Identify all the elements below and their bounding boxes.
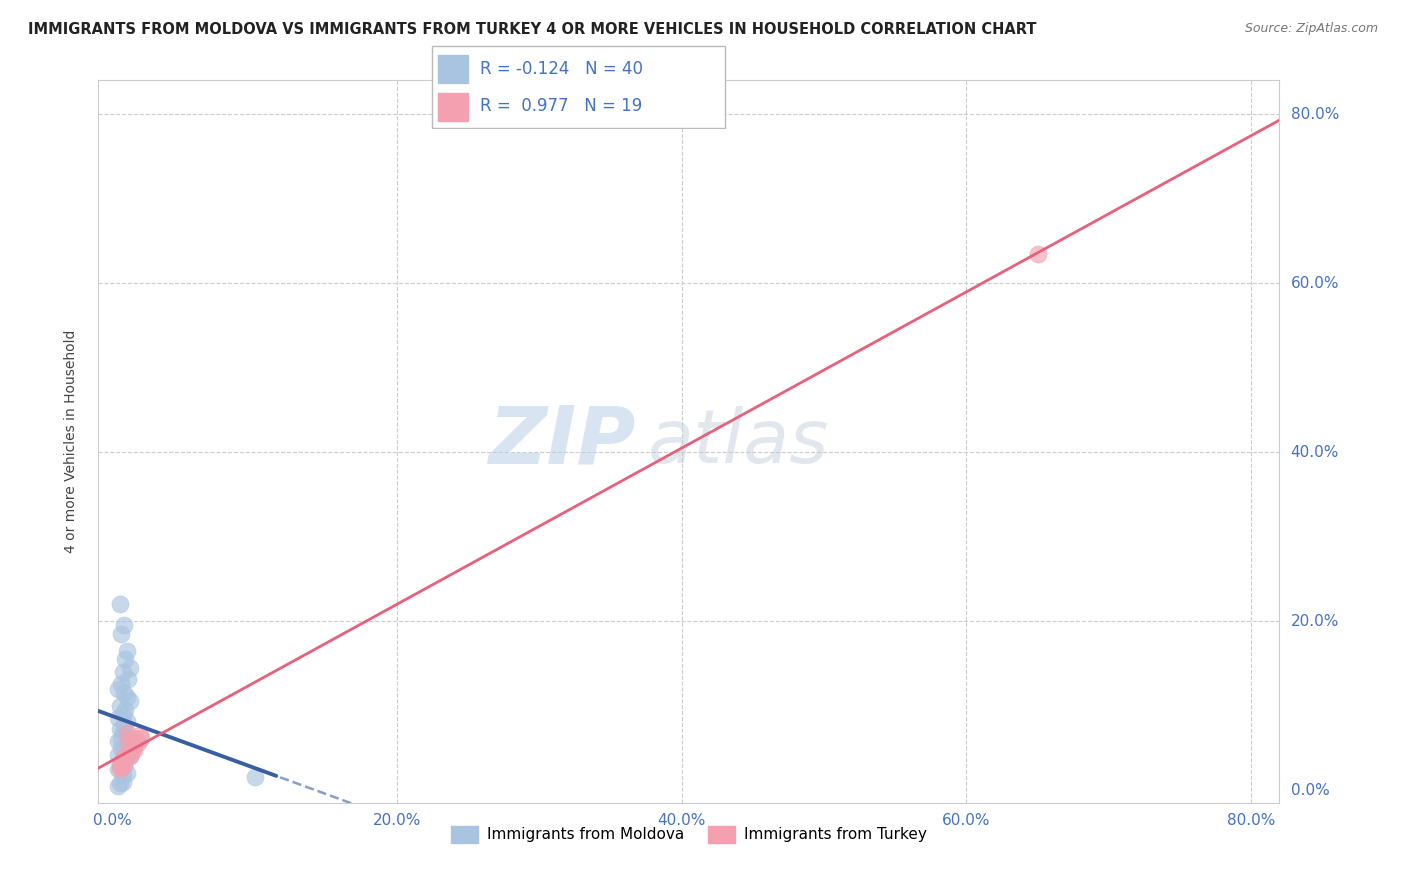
Point [110,756,132,770]
Point [115,766,138,780]
Text: R =  0.977   N = 19: R = 0.977 N = 19 [481,97,643,115]
Point [110,759,132,773]
Point [107,747,129,762]
Point [115,725,138,739]
Point [110,740,132,755]
Point [118,732,141,747]
Point [115,643,138,657]
Text: 0.0%: 0.0% [1291,782,1329,797]
Point [114,725,136,739]
FancyBboxPatch shape [432,46,725,128]
Point [107,734,129,748]
Point [129,731,152,745]
Point [111,665,134,679]
Point [110,731,132,745]
Point [108,597,131,611]
Point [112,717,135,731]
Point [111,707,134,722]
Point [111,751,134,765]
FancyBboxPatch shape [437,93,468,120]
Point [107,711,129,725]
Point [114,703,136,717]
Point [108,762,131,776]
Point [121,739,143,754]
FancyBboxPatch shape [437,54,468,83]
Text: Source: ZipAtlas.com: Source: ZipAtlas.com [1244,22,1378,36]
Text: 20.0%: 20.0% [1291,614,1339,629]
Point [114,747,136,762]
Point [115,742,138,756]
Point [117,734,139,748]
Point [118,694,141,708]
Text: 40.0%: 40.0% [1291,444,1339,459]
Text: IMMIGRANTS FROM MOLDOVA VS IMMIGRANTS FROM TURKEY 4 OR MORE VEHICLES IN HOUSEHOL: IMMIGRANTS FROM MOLDOVA VS IMMIGRANTS FR… [28,22,1036,37]
Point [118,660,141,674]
Point [128,728,150,742]
Point [107,681,129,696]
Point [107,762,129,776]
Point [112,686,135,700]
Point [112,759,135,773]
Point [111,774,134,789]
Point [112,757,135,772]
Text: 80.0%: 80.0% [1291,106,1339,121]
Y-axis label: 4 or more Vehicles in Household: 4 or more Vehicles in Household [63,330,77,553]
Point [111,723,134,738]
Point [117,672,139,686]
Point [243,771,266,785]
Text: 60.0%: 60.0% [1291,276,1339,291]
Point [108,698,131,713]
Text: atlas: atlas [648,406,830,477]
Point [118,749,141,764]
Point [112,739,135,754]
Point [115,714,138,728]
Point [120,746,142,760]
Point [108,757,131,772]
Point [107,779,129,793]
Text: R = -0.124   N = 40: R = -0.124 N = 40 [481,60,643,78]
Point [110,627,132,641]
Point [108,776,131,790]
Point [122,742,145,756]
Point [127,736,149,750]
Point [110,756,132,770]
Point [110,677,132,691]
Point [121,740,143,755]
Text: ZIP: ZIP [488,402,636,481]
Legend: Immigrants from Moldova, Immigrants from Turkey: Immigrants from Moldova, Immigrants from… [444,820,934,849]
Point [124,732,146,747]
Point [112,618,135,632]
Point [115,690,138,705]
Point [108,723,131,737]
Point [1026,246,1049,260]
Point [111,768,134,782]
Point [118,749,141,764]
Point [111,751,134,765]
Point [114,652,136,666]
